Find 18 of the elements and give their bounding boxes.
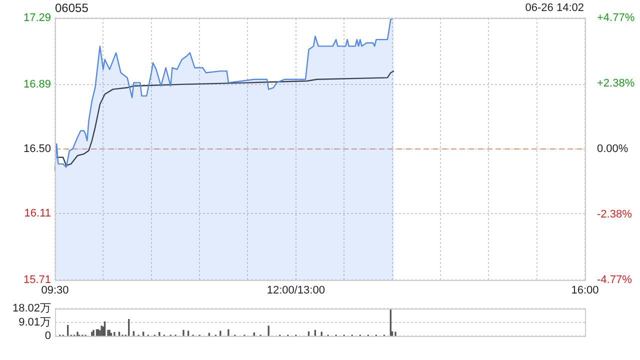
x-tick-label: 12:00/13:00	[266, 284, 325, 297]
y2-tick-label: -4.77%	[597, 274, 632, 286]
y-tick-label: 17.29	[23, 12, 51, 24]
text: 06-26 14:02	[525, 2, 584, 14]
chart-title: 06055	[55, 1, 88, 15]
y2-tick-label: +4.77%	[597, 12, 635, 24]
y-tick-label: 18.02万	[12, 302, 51, 315]
y2-tick-label: -2.38%	[597, 208, 632, 220]
x-tick-label: 09:30	[41, 284, 69, 297]
y-tick-label: 0	[44, 330, 51, 342]
y-tick-label: 16.50	[23, 143, 51, 156]
y-tick-label: 15.71	[23, 274, 51, 286]
y-tick-label: 16.89	[23, 78, 51, 90]
y-tick-label: 16.11	[24, 208, 51, 220]
y-tick-label: 9.01万	[18, 316, 51, 328]
x-tick-label: 16:00	[571, 284, 599, 297]
y2-tick-label: +2.38%	[597, 78, 635, 90]
y2-tick-label: 0.00%	[597, 143, 628, 156]
